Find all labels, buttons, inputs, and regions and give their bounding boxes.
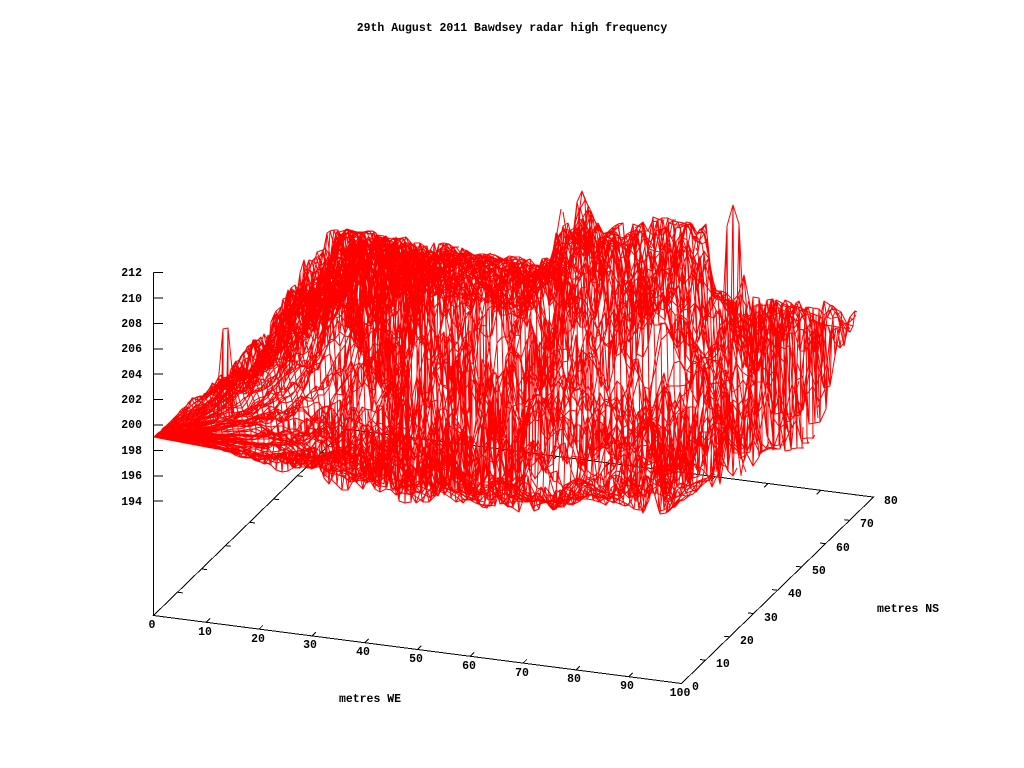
svg-text:198: 198 <box>121 445 142 458</box>
svg-text:70: 70 <box>515 667 529 680</box>
svg-text:90: 90 <box>620 680 634 693</box>
svg-text:40: 40 <box>788 588 802 601</box>
svg-text:20: 20 <box>740 635 754 648</box>
svg-text:200: 200 <box>121 419 142 432</box>
svg-text:30: 30 <box>303 639 317 652</box>
svg-text:metres NS: metres NS <box>877 603 939 616</box>
svg-text:194: 194 <box>121 496 142 509</box>
svg-text:60: 60 <box>836 542 850 555</box>
svg-text:29th August 2011 Bawdsey radar: 29th August 2011 Bawdsey radar high freq… <box>357 22 668 35</box>
svg-text:10: 10 <box>198 626 212 639</box>
svg-text:196: 196 <box>121 470 142 483</box>
svg-text:80: 80 <box>567 673 581 686</box>
svg-text:10: 10 <box>716 658 730 671</box>
svg-text:40: 40 <box>356 646 370 659</box>
svg-text:70: 70 <box>860 518 874 531</box>
svg-text:206: 206 <box>121 343 142 356</box>
svg-text:210: 210 <box>121 293 142 306</box>
svg-text:80: 80 <box>884 495 898 508</box>
svg-text:100: 100 <box>670 687 691 700</box>
svg-text:30: 30 <box>764 612 778 625</box>
svg-text:metres WE: metres WE <box>339 693 401 706</box>
svg-text:204: 204 <box>121 369 142 382</box>
svg-text:20: 20 <box>251 633 265 646</box>
svg-text:0: 0 <box>692 681 699 694</box>
svg-text:212: 212 <box>121 267 142 280</box>
svg-text:208: 208 <box>121 318 142 331</box>
svg-text:0: 0 <box>149 619 156 632</box>
svg-text:50: 50 <box>812 565 826 578</box>
svg-text:202: 202 <box>121 394 142 407</box>
svg-text:60: 60 <box>462 660 476 673</box>
svg-text:50: 50 <box>409 653 423 666</box>
